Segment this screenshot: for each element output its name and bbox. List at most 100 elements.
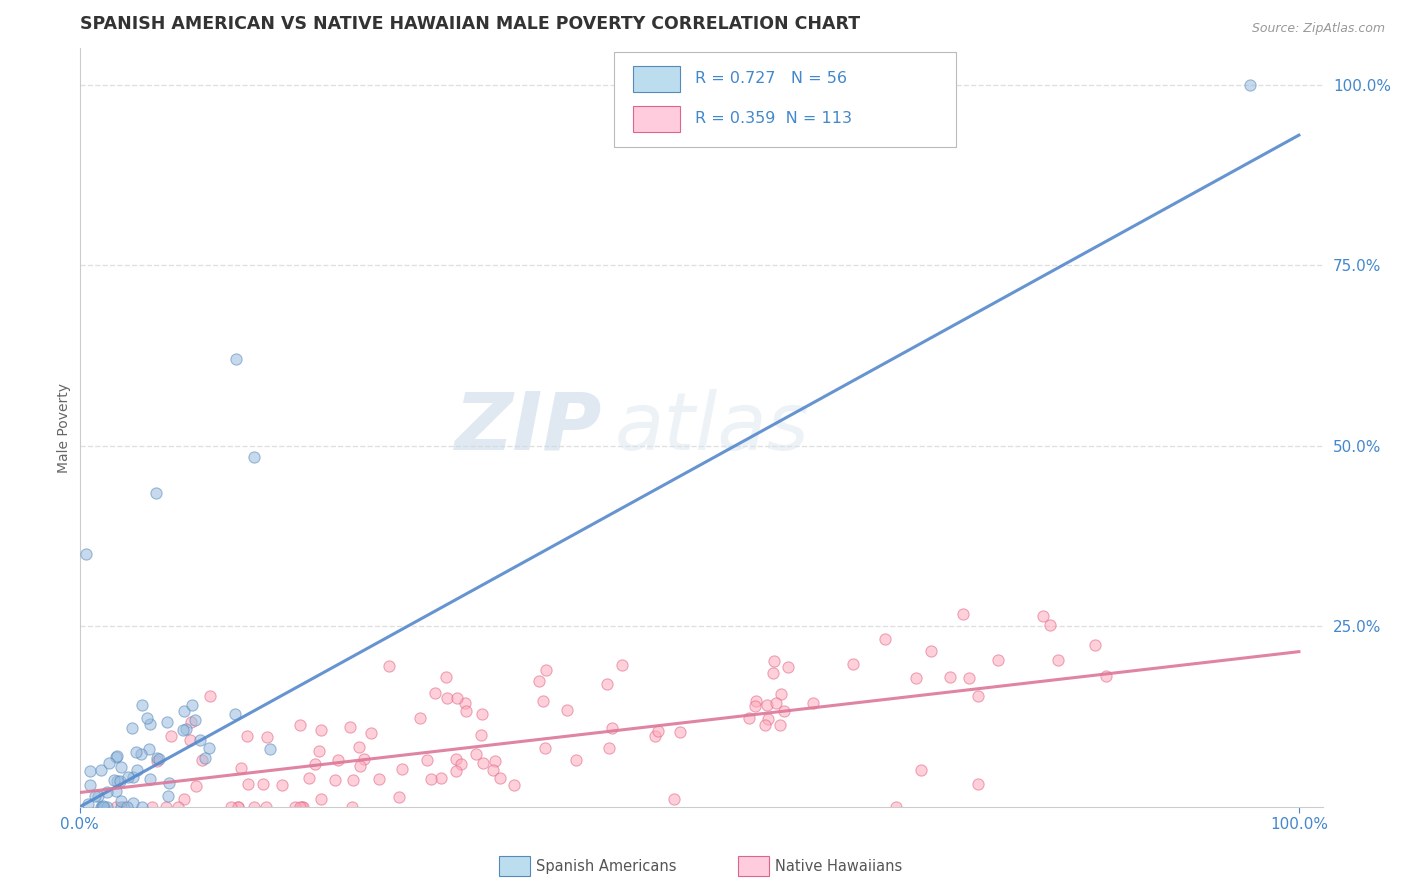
Point (129, 747, 152, 761)
Point (738, 711, 761, 725)
Point (557, 703, 579, 717)
Point (121, 721, 143, 735)
Point (84, 789, 107, 804)
Point (90, 763, 112, 777)
Point (939, 670, 962, 684)
Point (225, 352, 247, 367)
Text: SPANISH AMERICAN VS NATIVE HAWAIIAN MALE POVERTY CORRELATION CHART: SPANISH AMERICAN VS NATIVE HAWAIIAN MALE… (80, 15, 859, 33)
Point (141, 800, 163, 814)
Point (105, 784, 128, 798)
Point (155, 800, 177, 814)
Point (256, 730, 278, 744)
Point (470, 728, 492, 742)
Point (957, 671, 980, 685)
Point (450, 757, 472, 772)
Point (454, 696, 477, 710)
Point (388, 790, 411, 805)
Point (135, 711, 157, 725)
Point (79, 764, 101, 778)
Point (342, 772, 364, 787)
Point (444, 752, 467, 766)
Point (1039, 617, 1062, 632)
Point (328, 753, 350, 767)
Point (801, 697, 824, 711)
Point (339, 720, 361, 734)
Point (91, 800, 114, 814)
Text: Spanish Americans: Spanish Americans (536, 859, 676, 873)
Point (271, 778, 294, 792)
Point (754, 718, 776, 732)
Point (644, 729, 666, 743)
Point (79, 779, 101, 793)
Point (884, 800, 907, 814)
Text: R = 0.359  N = 113: R = 0.359 N = 113 (695, 112, 852, 127)
Point (920, 643, 942, 657)
Point (96, 800, 118, 814)
Point (503, 778, 526, 792)
Point (166, 800, 188, 814)
Point (565, 753, 588, 767)
Point (97, 756, 120, 770)
Point (533, 694, 555, 708)
Point (122, 770, 145, 784)
Point (108, 773, 131, 788)
Point (146, 755, 169, 769)
Point (236, 730, 259, 744)
Point (159, 729, 181, 743)
Point (668, 725, 690, 739)
Point (446, 690, 468, 705)
Point (110, 800, 132, 814)
Point (284, 800, 307, 814)
Point (125, 745, 148, 759)
Point (112, 800, 135, 814)
Point (259, 741, 281, 756)
Point (349, 759, 371, 773)
Point (288, 800, 311, 814)
Point (242, 800, 264, 814)
Point (105, 750, 128, 764)
Point (228, 800, 250, 814)
Point (183, 714, 205, 728)
Point (93, 799, 115, 814)
Point (238, 776, 260, 790)
Point (647, 723, 669, 738)
Point (765, 696, 787, 710)
Point (1239, 78, 1261, 92)
Point (377, 658, 399, 673)
Point (454, 704, 477, 718)
Point (156, 714, 179, 729)
Point (1094, 669, 1116, 683)
Point (465, 747, 488, 761)
Text: Source: ZipAtlas.com: Source: ZipAtlas.com (1251, 22, 1385, 36)
Point (745, 693, 768, 707)
Point (231, 761, 253, 775)
Point (110, 760, 132, 774)
Point (756, 698, 779, 712)
Point (596, 677, 619, 691)
Point (353, 752, 375, 766)
Point (349, 740, 371, 755)
Point (174, 722, 197, 736)
Point (145, 751, 167, 765)
Point (444, 764, 467, 779)
Point (602, 721, 624, 735)
Point (190, 732, 212, 747)
Point (139, 717, 162, 731)
Point (762, 666, 785, 681)
Point (756, 712, 779, 726)
Point (157, 776, 180, 790)
Point (1084, 638, 1107, 652)
Point (224, 706, 246, 721)
Point (408, 711, 430, 725)
Point (534, 663, 557, 677)
Point (131, 698, 153, 712)
Point (308, 744, 330, 758)
Point (105, 773, 128, 788)
Point (291, 800, 314, 814)
Point (987, 653, 1010, 667)
Point (311, 723, 333, 737)
Point (117, 770, 139, 784)
Point (905, 671, 928, 685)
Point (340, 799, 363, 814)
Bar (633, 106, 681, 132)
